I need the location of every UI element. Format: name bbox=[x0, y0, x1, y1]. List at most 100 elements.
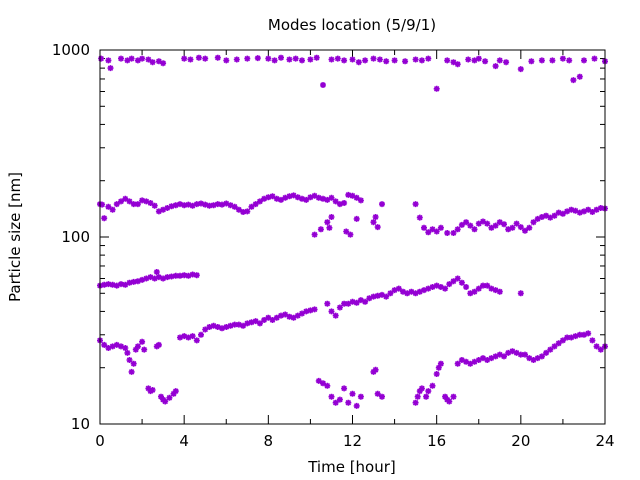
data-point bbox=[122, 281, 129, 288]
data-point bbox=[538, 214, 545, 220]
data-point bbox=[160, 60, 167, 67]
data-point bbox=[480, 218, 486, 225]
data-point bbox=[425, 285, 432, 292]
data-point bbox=[128, 55, 135, 62]
data-point bbox=[113, 201, 120, 208]
data-point bbox=[347, 231, 354, 238]
data-point bbox=[423, 393, 430, 400]
data-point bbox=[357, 393, 364, 400]
data-point bbox=[109, 343, 116, 350]
data-point bbox=[326, 224, 333, 231]
data-point bbox=[336, 304, 343, 311]
data-point bbox=[496, 351, 503, 358]
data-point bbox=[328, 194, 335, 201]
data-point bbox=[374, 292, 381, 299]
data-point bbox=[332, 198, 339, 205]
data-point bbox=[437, 360, 444, 367]
data-point bbox=[332, 312, 339, 319]
data-point bbox=[379, 393, 385, 400]
data-point bbox=[311, 306, 318, 313]
data-point bbox=[374, 224, 381, 231]
data-point bbox=[513, 349, 520, 356]
data-point bbox=[538, 353, 545, 360]
data-point bbox=[261, 317, 268, 323]
data-point bbox=[206, 324, 213, 330]
data-point bbox=[517, 224, 524, 231]
data-point bbox=[269, 193, 276, 200]
data-point bbox=[244, 55, 251, 62]
x-tick-label: 16 bbox=[427, 432, 446, 450]
data-point bbox=[412, 56, 419, 63]
data-point bbox=[240, 322, 247, 329]
chart-title: Modes location (5/9/1) bbox=[268, 16, 436, 34]
x-tick-label: 0 bbox=[95, 432, 105, 450]
data-point bbox=[471, 57, 478, 64]
plot-frame bbox=[99, 49, 606, 425]
data-point bbox=[496, 57, 503, 64]
tick-labels: 0 4 8 12 16 20 24 10 100 1000 bbox=[52, 41, 615, 450]
data-point bbox=[286, 56, 293, 63]
data-point bbox=[349, 56, 356, 63]
data-point bbox=[450, 278, 457, 285]
data-point bbox=[273, 195, 280, 202]
data-point bbox=[261, 195, 268, 202]
data-point bbox=[311, 192, 318, 199]
data-point bbox=[593, 343, 600, 350]
data-point bbox=[118, 343, 124, 350]
data-point bbox=[408, 288, 415, 295]
data-point bbox=[433, 85, 440, 92]
data-point bbox=[151, 202, 158, 209]
data-point bbox=[149, 59, 156, 66]
x-tick-label: 8 bbox=[264, 432, 274, 450]
data-point bbox=[273, 314, 280, 321]
data-point bbox=[126, 279, 133, 286]
data-point bbox=[202, 201, 209, 208]
data-point bbox=[526, 355, 533, 362]
data-point bbox=[345, 300, 352, 307]
data-point bbox=[139, 55, 146, 62]
data-point bbox=[313, 54, 320, 61]
data-point bbox=[454, 275, 461, 282]
data-point bbox=[240, 209, 247, 215]
data-point bbox=[118, 281, 124, 288]
data-point bbox=[248, 319, 255, 326]
data-point bbox=[444, 57, 451, 64]
data-point bbox=[530, 219, 537, 226]
data-point bbox=[206, 202, 213, 209]
data-point bbox=[235, 206, 242, 213]
data-point bbox=[223, 57, 230, 64]
data-point bbox=[315, 194, 322, 201]
data-point bbox=[166, 394, 173, 401]
x-tick-label: 4 bbox=[179, 432, 189, 450]
data-point bbox=[454, 226, 461, 233]
data-point bbox=[370, 55, 377, 62]
data-point bbox=[454, 61, 461, 68]
data-point bbox=[414, 393, 421, 400]
data-point bbox=[139, 197, 146, 204]
data-point bbox=[162, 398, 169, 405]
data-point bbox=[177, 334, 183, 341]
data-point bbox=[278, 196, 284, 203]
data-point bbox=[467, 222, 474, 229]
data-point bbox=[429, 284, 436, 290]
data-point bbox=[105, 345, 112, 351]
data-point bbox=[492, 353, 499, 360]
data-point bbox=[189, 271, 196, 278]
axis-ticks bbox=[99, 50, 606, 425]
data-point bbox=[185, 272, 192, 279]
data-point bbox=[324, 219, 331, 226]
x-tick-label: 20 bbox=[511, 432, 530, 450]
data-point bbox=[231, 203, 238, 210]
data-point bbox=[559, 337, 566, 344]
data-point bbox=[328, 56, 335, 63]
data-point bbox=[442, 285, 449, 292]
data-point bbox=[547, 346, 554, 353]
data-point bbox=[572, 207, 579, 214]
data-point bbox=[292, 55, 299, 62]
data-point bbox=[168, 273, 175, 280]
data-point bbox=[564, 208, 571, 215]
data-point bbox=[538, 57, 545, 64]
data-point bbox=[597, 346, 604, 353]
data-point bbox=[416, 288, 423, 295]
